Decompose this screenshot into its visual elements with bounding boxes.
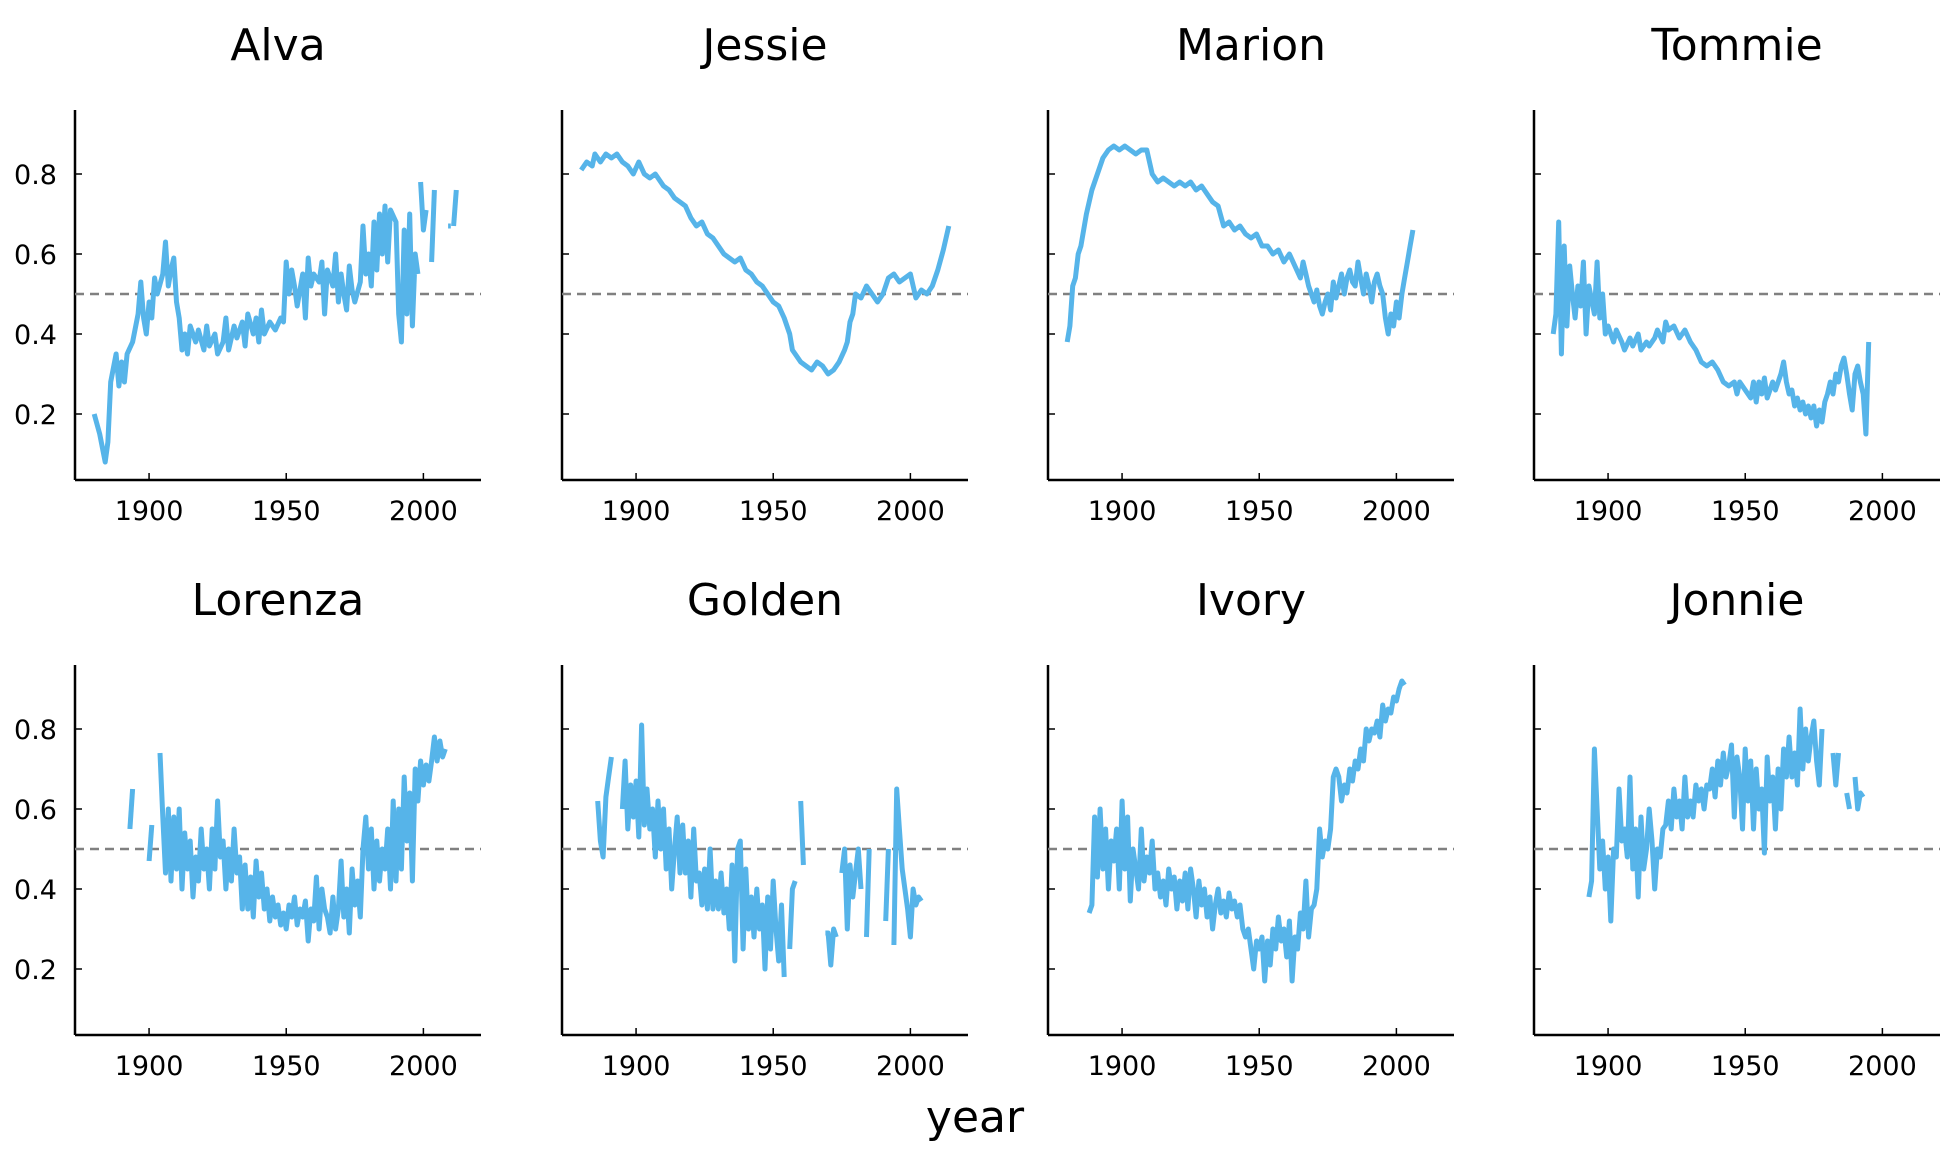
panel-title: Tommie: [1650, 20, 1822, 71]
x-tick-label: 1950: [252, 1051, 321, 1082]
y-tick-label: 0.4: [14, 875, 57, 906]
series-line-segment: [1550, 219, 1872, 437]
y-tick-label: 0.8: [14, 160, 57, 191]
x-tick-label: 1950: [252, 496, 321, 527]
x-tick-label: 1900: [1574, 1051, 1643, 1082]
series-line-segment: [579, 151, 952, 377]
x-tick-label: 1900: [1088, 1051, 1157, 1082]
x-tick-label: 1950: [1225, 496, 1294, 527]
x-tick-label: 1950: [1711, 496, 1780, 527]
series-line-segment: [146, 824, 155, 862]
x-tick-label: 2000: [389, 496, 458, 527]
series-line-segment: [429, 189, 437, 263]
x-tick-label: 1950: [739, 1051, 808, 1082]
panel-ivory: Ivory 1900 1950 2000: [1046, 575, 1454, 1082]
x-tick-label: 1950: [1225, 1051, 1294, 1082]
x-tick-label: 1900: [602, 496, 671, 527]
panel-title: Alva: [230, 20, 325, 71]
series-line-segment: [157, 734, 448, 944]
panel-title: Jonnie: [1667, 575, 1805, 626]
series-line-segment: [595, 756, 614, 860]
x-tick-label: 2000: [1848, 496, 1917, 527]
series-line-segment: [418, 181, 429, 233]
x-tick-label: 1950: [739, 496, 808, 527]
series-line-segment: [91, 203, 421, 465]
y-tick-label: 0.2: [14, 400, 57, 431]
panel-golden: Golden 1900 1950 2000: [560, 575, 968, 1082]
x-tick-label: 1900: [115, 496, 184, 527]
panel-alva: Alva 0.2 0.4 0.6 0.8 1900 1950 2000: [14, 20, 481, 527]
series-line-segment: [1844, 792, 1852, 810]
series-line-segment: [864, 848, 872, 938]
panel-title: Golden: [687, 575, 843, 626]
panel-title: Ivory: [1196, 575, 1306, 626]
x-tick-label: 2000: [1362, 496, 1431, 527]
panel-jessie: Jessie 1900 1950 2000: [560, 20, 968, 527]
x-axis-label: year: [926, 1092, 1025, 1143]
series-line-segment: [1586, 706, 1825, 924]
panel-jonnie: Jonnie 1900 1950 2000: [1532, 575, 1940, 1082]
panel-lorenza: Lorenza 0.2 0.4 0.6 0.8 1900 1950 2000: [14, 575, 481, 1082]
panel-title: Jessie: [699, 20, 827, 71]
series-line-segment: [451, 189, 459, 227]
panel-tommie: Tommie 1900 1950 2000: [1532, 20, 1940, 527]
series-line-segment: [839, 846, 864, 932]
panel-title: Lorenza: [192, 575, 365, 626]
x-tick-label: 1950: [1711, 1051, 1780, 1082]
series-line-segment: [798, 800, 806, 866]
x-tick-label: 2000: [1848, 1051, 1917, 1082]
series-line-segment: [619, 722, 787, 978]
series-line-segment: [1064, 143, 1416, 343]
y-tick-label: 0.6: [14, 795, 57, 826]
x-tick-label: 1900: [1574, 496, 1643, 527]
panel-marion: Marion 1900 1950 2000: [1046, 20, 1454, 527]
series-line-segment: [883, 848, 891, 922]
series-line-segment: [825, 926, 839, 968]
x-tick-label: 2000: [1362, 1051, 1431, 1082]
series-line-segment: [1086, 678, 1407, 984]
panel-title: Marion: [1176, 20, 1326, 71]
x-tick-label: 2000: [389, 1051, 458, 1082]
x-tick-label: 2000: [876, 496, 945, 527]
y-tick-label: 0.4: [14, 320, 57, 351]
y-tick-label: 0.8: [14, 715, 57, 746]
series-line-segment: [1852, 776, 1866, 812]
series-line-segment: [1830, 752, 1841, 788]
x-tick-label: 1900: [1088, 496, 1157, 527]
series-line-segment: [787, 880, 798, 950]
y-tick-label: 0.2: [14, 955, 57, 986]
series-line-segment: [127, 788, 136, 830]
x-tick-label: 1900: [115, 1051, 184, 1082]
x-tick-label: 1900: [602, 1051, 671, 1082]
series-line-segment: [891, 786, 924, 946]
y-tick-label: 0.6: [14, 240, 57, 271]
x-tick-label: 2000: [876, 1051, 945, 1082]
